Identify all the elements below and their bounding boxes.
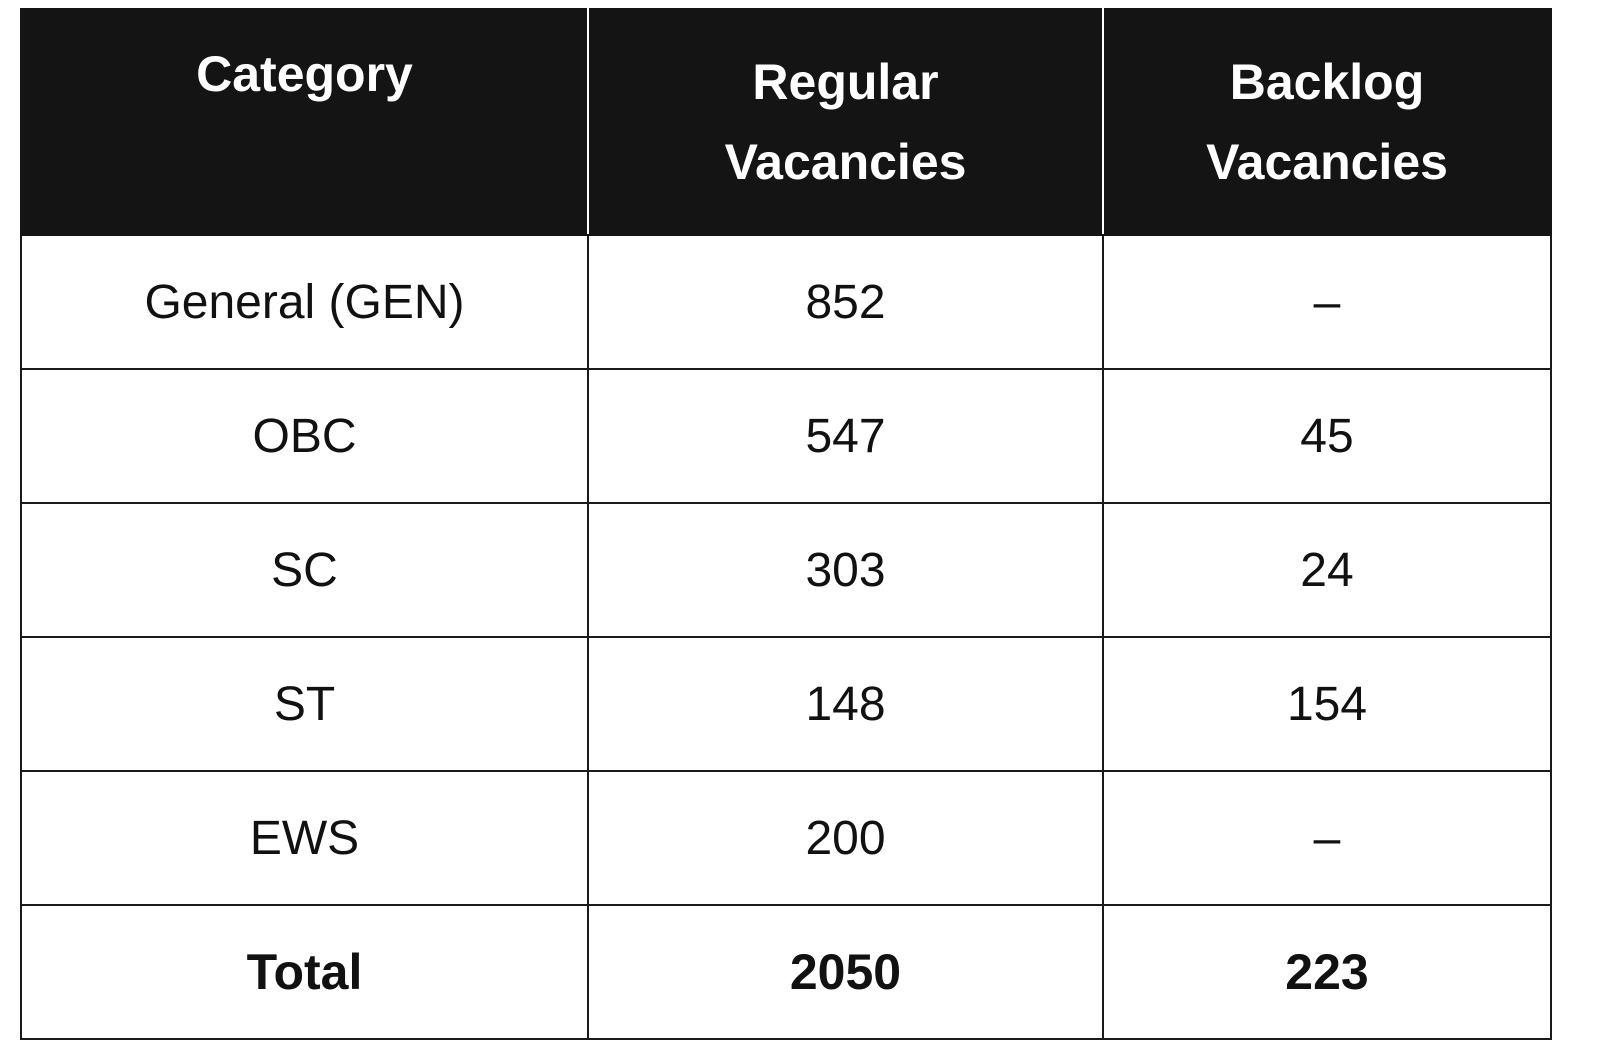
table-cell: 200 <box>587 770 1104 906</box>
table-cell: 45 <box>1102 368 1552 504</box>
header-text: Category <box>196 46 413 102</box>
header-row: Category Regular Vacancies Backlog Vacanci… <box>20 8 1552 236</box>
table-cell: 852 <box>587 234 1104 370</box>
table-cell: General (GEN) <box>20 234 589 370</box>
header-cell: Backlog Vacancies <box>1102 8 1552 236</box>
table-cell: 148 <box>587 636 1104 772</box>
total-cell: 223 <box>1102 904 1552 1040</box>
vacancy-table: Category Regular Vacancies Backlog Vacanci… <box>20 8 1552 1040</box>
table-row: EWS 200– <box>20 770 1552 906</box>
header-text: Regular Vacancies <box>724 54 967 190</box>
table-cell: 547 <box>587 368 1104 504</box>
header-text: Backlog Vacancies <box>1206 54 1448 190</box>
header-cell: Category <box>20 8 589 236</box>
table-row: OBC 547 45 <box>20 368 1552 504</box>
total-cell: 2050 <box>587 904 1104 1040</box>
table-cell: ST <box>20 636 589 772</box>
table-row: SC 303 24 <box>20 502 1552 638</box>
total-cell: Total <box>20 904 589 1040</box>
table-cell: – <box>1102 234 1552 370</box>
total-row: Total 2050 223 <box>20 904 1552 1040</box>
table-cell: 24 <box>1102 502 1552 638</box>
table-row: General (GEN) 852– <box>20 234 1552 370</box>
table-cell: OBC <box>20 368 589 504</box>
table-body: General (GEN) 852– OBC 547 45 SC 303 24 ST 148 154… <box>20 234 1552 1040</box>
table-cell: EWS <box>20 770 589 906</box>
table-row: ST 148 154 <box>20 636 1552 772</box>
table-cell: 303 <box>587 502 1104 638</box>
table-cell: SC <box>20 502 589 638</box>
table-cell: – <box>1102 770 1552 906</box>
table-cell: 154 <box>1102 636 1552 772</box>
header-cell: Regular Vacancies <box>587 8 1104 236</box>
